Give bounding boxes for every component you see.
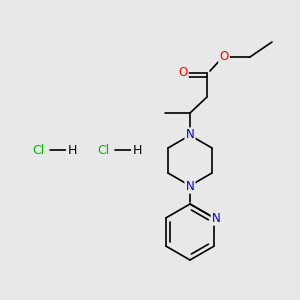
- Text: N: N: [186, 128, 194, 142]
- Text: H: H: [67, 143, 77, 157]
- Text: O: O: [219, 50, 229, 64]
- Text: N: N: [186, 179, 194, 193]
- Text: Cl: Cl: [97, 143, 109, 157]
- Text: N: N: [212, 212, 220, 224]
- Text: Cl: Cl: [32, 143, 44, 157]
- Text: O: O: [178, 67, 188, 80]
- Text: H: H: [132, 143, 142, 157]
